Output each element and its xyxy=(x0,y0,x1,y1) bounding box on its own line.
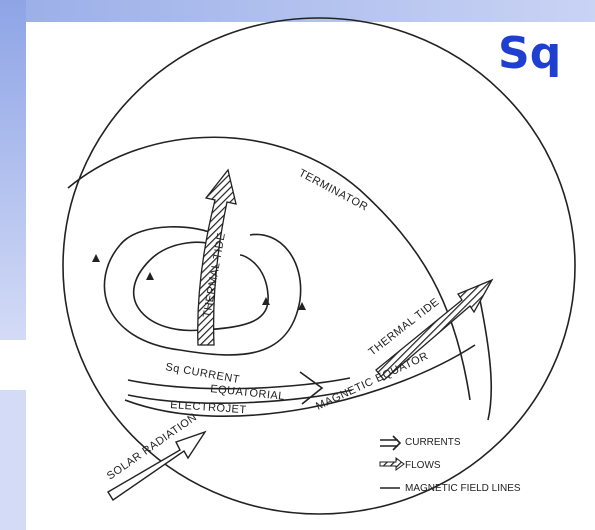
thermal-tide-arrow xyxy=(375,278,494,381)
top-band xyxy=(0,0,595,22)
magnetic-equator xyxy=(124,344,476,417)
sq-current-inner xyxy=(132,254,269,332)
globe xyxy=(62,17,576,515)
electrojet-lower xyxy=(127,389,353,404)
sq-current-inner-top xyxy=(149,241,213,261)
slide-title: Sq xyxy=(498,28,561,79)
thermal-tide-arrow xyxy=(197,168,237,346)
diagram-label: ELECTROJET xyxy=(170,399,247,416)
legend-entry: FLOWS xyxy=(405,460,441,471)
side-band xyxy=(0,0,26,340)
legend-currents-symbol xyxy=(380,435,402,451)
legend-flows-symbol xyxy=(379,457,405,471)
solar-radiation-arrow xyxy=(107,430,207,501)
diagram-label: EQUATORIAL xyxy=(210,383,286,403)
electrojet-upper xyxy=(127,377,351,390)
sq-current-outer xyxy=(103,233,302,356)
field-line xyxy=(479,299,493,421)
side-box xyxy=(0,390,26,530)
legend-entry: CURRENTS xyxy=(405,437,461,448)
electrojet-head xyxy=(299,371,324,405)
diagram-label: Sq CURRENT xyxy=(164,361,240,386)
terminator-line xyxy=(67,136,471,401)
legend-entry: MAGNETIC FIELD LINES xyxy=(405,483,521,494)
diagram-label: TERMINATOR xyxy=(297,167,370,214)
